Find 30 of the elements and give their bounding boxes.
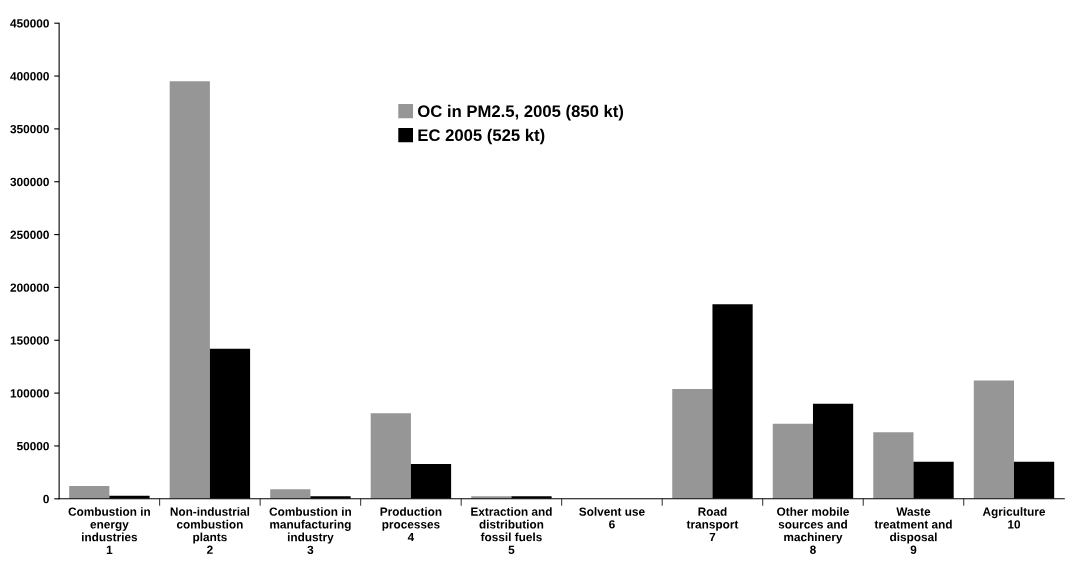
y-tick-label: 100000: [10, 389, 49, 398]
y-tick-label: 250000: [10, 230, 49, 239]
x-tick-label: Road transport 7: [686, 507, 739, 542]
x-tick-label: Production processes 4: [380, 507, 442, 542]
legend-label: EC 2005 (525 kt): [418, 128, 545, 145]
y-tick-label: 400000: [10, 72, 49, 81]
y-tick-label: 0: [43, 494, 49, 504]
x-tick-label: Combustion in energy industries 1: [68, 507, 150, 554]
x-tick-label: Combustion in manufacturing industry 3: [269, 507, 351, 555]
x-tick-label: Agriculture 10: [982, 507, 1046, 529]
y-tick-label: 200000: [10, 283, 49, 292]
y-tick-label: 350000: [10, 124, 49, 134]
x-tick-label: Other mobile sources and machinery 8: [777, 507, 849, 554]
legend-label: OC in PM2.5, 2005 (850 kt): [418, 104, 624, 121]
y-tick-label: 50000: [16, 441, 49, 451]
bar: [772, 423, 813, 499]
bar: [973, 380, 1014, 499]
bar: [370, 413, 411, 499]
bar: [270, 489, 311, 499]
y-tick-label: 300000: [10, 177, 49, 187]
x-tick-label: Non-industrial combustion plants 2: [170, 507, 250, 554]
x-tick-label: Waste treatment and disposal 9: [874, 507, 952, 554]
bar: [69, 486, 110, 499]
bar: [169, 81, 210, 499]
bar: [672, 388, 713, 499]
bar: [873, 432, 914, 499]
y-tick-label: 150000: [10, 336, 49, 345]
x-tick-label: Extraction and distribution fossil fuels 5: [471, 507, 552, 554]
x-tick-label: Solvent use 6: [579, 507, 645, 529]
y-tick-label: 450000: [10, 19, 49, 28]
